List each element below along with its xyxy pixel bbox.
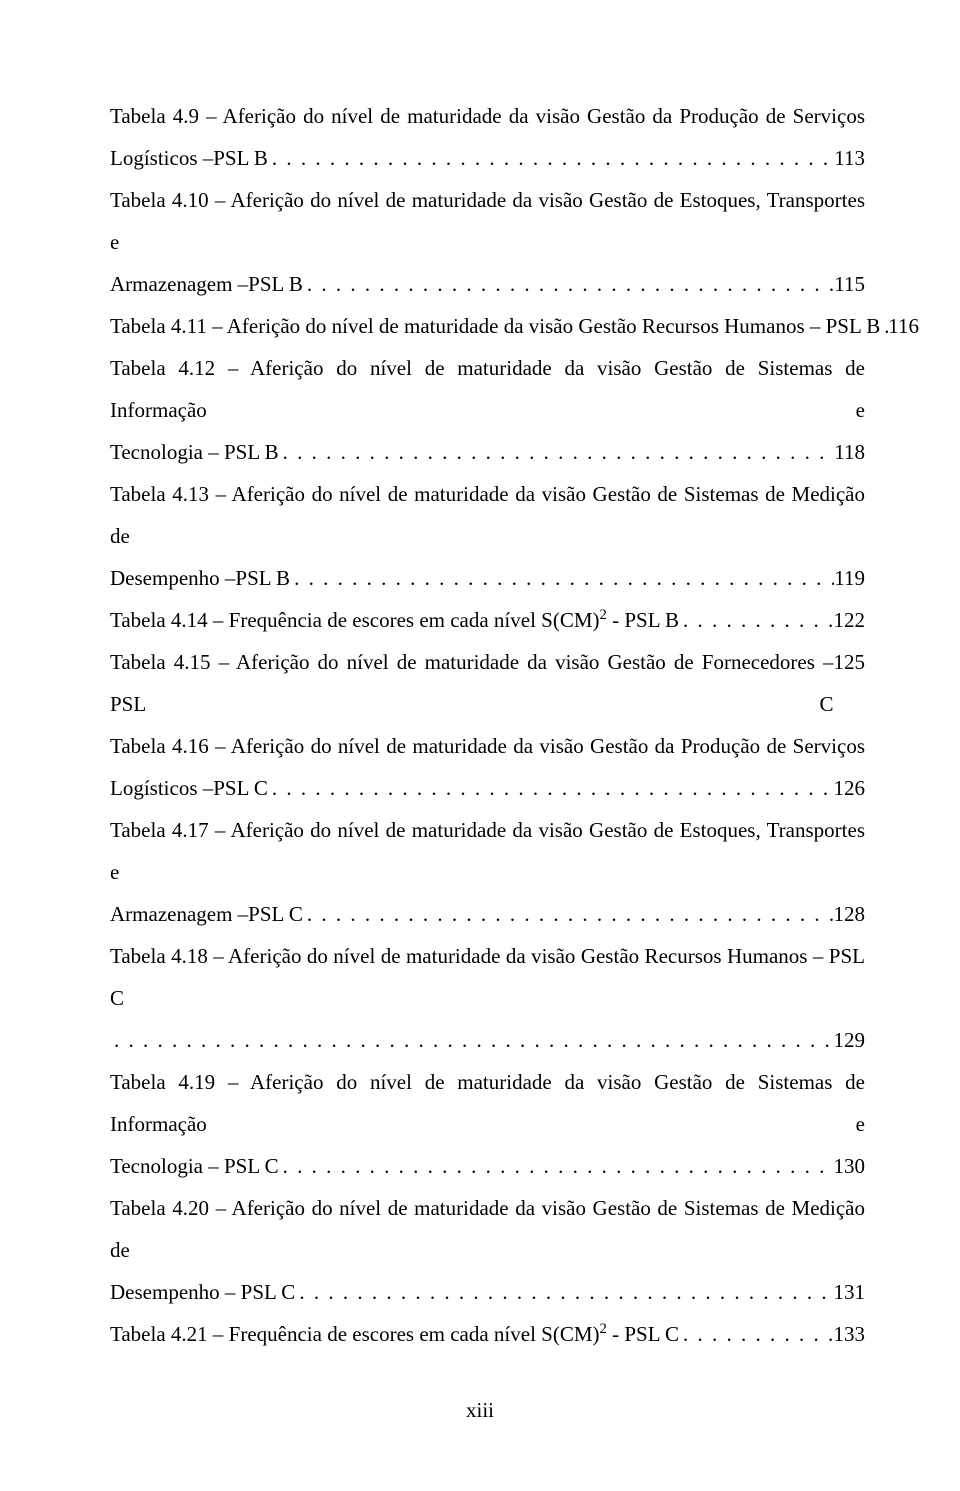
toc-entry-text: Tabela 4.9 – Aferição do nível de maturi… xyxy=(110,95,865,137)
toc-entry: Tabela 4.18 – Aferição do nível de matur… xyxy=(110,935,865,1061)
toc-entry-page: 125 xyxy=(834,641,866,683)
toc-entry-page: 118 xyxy=(834,431,865,473)
toc-entry-page: 126 xyxy=(834,767,866,809)
toc-entry-text: Tecnologia – PSL C xyxy=(110,1145,279,1187)
toc-entry-text: Desempenho – PSL C xyxy=(110,1271,295,1313)
toc-leader-dots: . . . . . . . . . . . . . . . . . . . . … xyxy=(880,305,888,347)
toc-entry: Tabela 4.12 – Aferição do nível de matur… xyxy=(110,347,865,473)
toc-entry-page: 130 xyxy=(834,1145,866,1187)
toc-entry-text: Tabela 4.21 – Frequência de escores em c… xyxy=(110,1313,679,1355)
toc-leader-dots: . . . . . . . . . . . . . . . . . . . . … xyxy=(290,557,834,599)
toc-leader-dots: . . . . . . . . . . . . . . . . . . . . … xyxy=(110,1019,834,1061)
toc-leader-dots: . . . . . . . . . . . . . . . . . . . . … xyxy=(679,1313,833,1355)
toc-entry-page: 133 xyxy=(834,1313,866,1355)
toc-entry-text: Tabela 4.18 – Aferição do nível de matur… xyxy=(110,935,865,1019)
toc-entry: Tabela 4.11 – Aferição do nível de matur… xyxy=(110,305,865,347)
toc-entry: Tabela 4.19 – Aferição do nível de matur… xyxy=(110,1061,865,1187)
toc-entry-page: 116 xyxy=(888,305,919,347)
toc-entry: Tabela 4.9 – Aferição do nível de maturi… xyxy=(110,95,865,179)
toc-entry: Tabela 4.20 – Aferição do nível de matur… xyxy=(110,1187,865,1313)
toc-entry-lastline: Desempenho –PSL B. . . . . . . . . . . .… xyxy=(110,557,865,599)
toc-entry: Tabela 4.13 – Aferição do nível de matur… xyxy=(110,473,865,599)
toc-entry-lastline: Logísticos –PSL C. . . . . . . . . . . .… xyxy=(110,767,865,809)
toc-entry: Tabela 4.14 – Frequência de escores em c… xyxy=(110,599,865,641)
toc-entry: Tabela 4.10 – Aferição do nível de matur… xyxy=(110,179,865,305)
toc-entry-lastline: Desempenho – PSL C. . . . . . . . . . . … xyxy=(110,1271,865,1313)
toc-entry-text: Tabela 4.10 – Aferição do nível de matur… xyxy=(110,179,865,263)
page: Tabela 4.9 – Aferição do nível de maturi… xyxy=(0,0,960,1491)
toc-entry-text: Armazenagem –PSL C xyxy=(110,893,303,935)
toc-entry: Tabela 4.17 – Aferição do nível de matur… xyxy=(110,809,865,935)
toc-leader-dots: . . . . . . . . . . . . . . . . . . . . … xyxy=(279,1145,834,1187)
toc-leader-dots: . . . . . . . . . . . . . . . . . . . . … xyxy=(268,767,834,809)
toc-entry-page: 129 xyxy=(834,1019,866,1061)
toc-entry-text: Tabela 4.12 – Aferição do nível de matur… xyxy=(110,347,865,431)
page-footer: xiii xyxy=(0,1389,960,1431)
toc-entry-lastline: Tabela 4.14 – Frequência de escores em c… xyxy=(110,599,865,641)
toc-entry-lastline: Tabela 4.15 – Aferição do nível de matur… xyxy=(110,641,865,725)
toc-entry-text: Tabela 4.13 – Aferição do nível de matur… xyxy=(110,473,865,557)
toc-entry-text: Tabela 4.17 – Aferição do nível de matur… xyxy=(110,809,865,893)
toc-entry-lastline: Armazenagem –PSL B. . . . . . . . . . . … xyxy=(110,263,865,305)
toc-entry-lastline: Tecnologia – PSL C. . . . . . . . . . . … xyxy=(110,1145,865,1187)
toc-entry: Tabela 4.15 – Aferição do nível de matur… xyxy=(110,641,865,725)
toc-entry-lastline: Tabela 4.11 – Aferição do nível de matur… xyxy=(110,305,865,347)
toc-entry: Tabela 4.16 – Aferição do nível de matur… xyxy=(110,725,865,809)
toc-entry: Tabela 4.21 – Frequência de escores em c… xyxy=(110,1313,865,1355)
toc-entry-text: Tecnologia – PSL B xyxy=(110,431,279,473)
toc-leader-dots: . . . . . . . . . . . . . . . . . . . . … xyxy=(295,1271,833,1313)
toc-entry-text: Tabela 4.19 – Aferição do nível de matur… xyxy=(110,1061,865,1145)
toc-entry-text: Armazenagem –PSL B xyxy=(110,263,303,305)
toc-entry-lastline: Tabela 4.21 – Frequência de escores em c… xyxy=(110,1313,865,1355)
page-number: xiii xyxy=(466,1398,494,1422)
toc-entry-lastline: Logísticos –PSL B. . . . . . . . . . . .… xyxy=(110,137,865,179)
toc-entry-text: Tabela 4.16 – Aferição do nível de matur… xyxy=(110,725,865,767)
toc-leader-dots: . . . . . . . . . . . . . . . . . . . . … xyxy=(279,431,835,473)
toc-entry-lastline: . . . . . . . . . . . . . . . . . . . . … xyxy=(110,1019,865,1061)
toc-entry-text: Tabela 4.20 – Aferição do nível de matur… xyxy=(110,1187,865,1271)
toc-entry-text: Tabela 4.15 – Aferição do nível de matur… xyxy=(110,641,834,725)
toc-entry-page: 115 xyxy=(834,263,865,305)
toc-entry-lastline: Armazenagem –PSL C. . . . . . . . . . . … xyxy=(110,893,865,935)
toc-leader-dots: . . . . . . . . . . . . . . . . . . . . … xyxy=(679,599,833,641)
toc-entry-text: Tabela 4.14 – Frequência de escores em c… xyxy=(110,599,679,641)
toc-entry-text: Desempenho –PSL B xyxy=(110,557,290,599)
toc-entry-page: 131 xyxy=(834,1271,866,1313)
toc-leader-dots: . . . . . . . . . . . . . . . . . . . . … xyxy=(303,893,834,935)
toc-entry-text: Logísticos –PSL B xyxy=(110,137,268,179)
table-of-contents: Tabela 4.9 – Aferição do nível de maturi… xyxy=(110,95,865,1355)
toc-entry-page: 113 xyxy=(834,137,865,179)
toc-entry-page: 122 xyxy=(834,599,866,641)
toc-leader-dots: . . . . . . . . . . . . . . . . . . . . … xyxy=(268,137,834,179)
toc-entry-page: 128 xyxy=(834,893,866,935)
toc-entry-text: Logísticos –PSL C xyxy=(110,767,268,809)
toc-leader-dots: . . . . . . . . . . . . . . . . . . . . … xyxy=(303,263,834,305)
toc-entry-page: 119 xyxy=(834,557,865,599)
toc-entry-text: Tabela 4.11 – Aferição do nível de matur… xyxy=(110,305,880,347)
toc-entry-lastline: Tecnologia – PSL B. . . . . . . . . . . … xyxy=(110,431,865,473)
